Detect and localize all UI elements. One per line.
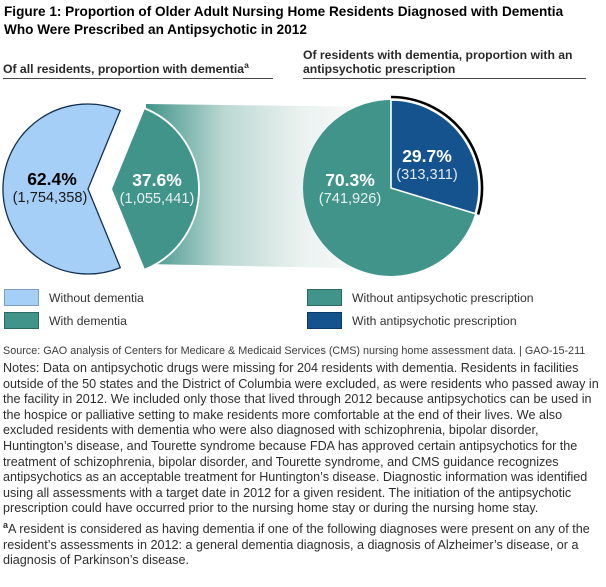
label-right-percent-with-antipsychotic: 29.7%	[402, 146, 452, 166]
wedge-arc-highlight	[144, 107, 200, 271]
legend-item-with-antipsychotic: With antipsychotic prescription	[307, 312, 534, 329]
label-left-percent-without-dementia: 62.4%	[27, 169, 77, 189]
left-panel-heading-label: Of all residents, proportion with dement…	[3, 61, 245, 76]
legend-label-with-dementia: With dementia	[49, 313, 127, 328]
left-panel-heading-text: Of all residents, proportion with dement…	[3, 59, 249, 76]
legend-label-with-antipsychotic: With antipsychotic prescription	[352, 313, 517, 328]
legend-left-pie: Without dementia With dementia	[4, 289, 144, 335]
legend-right-pie: Without antipsychotic prescription With …	[307, 289, 534, 335]
notes-paragraph: Notes: Data on antipsychotic drugs were …	[3, 361, 599, 516]
left-panel-footnote-marker: a	[244, 59, 249, 70]
legend-swatch-without-dementia	[4, 289, 39, 306]
figure-title: Figure 1: Proportion of Older Adult Nurs…	[4, 4, 564, 37]
label-left-count-with-dementia: (1,055,441)	[120, 191, 195, 207]
legend-item-without-dementia: Without dementia	[4, 289, 144, 306]
notes-block: Notes: Data on antipsychotic drugs were …	[3, 361, 604, 569]
pie-charts-canvas: 62.4% (1,754,358) 37.6% (1,055,441) 70.3…	[2, 95, 484, 276]
label-right-count-without-antipsychotic: (741,926)	[319, 191, 381, 207]
legend-swatch-with-dementia	[4, 312, 39, 329]
label-right-percent-without-antipsychotic: 70.3%	[325, 170, 375, 190]
legend-item-with-dementia: With dementia	[4, 312, 144, 329]
pie-left-slice-with-dementia	[112, 108, 200, 270]
legend-swatch-with-antipsychotic	[307, 312, 342, 329]
footnote-marker: a	[3, 519, 9, 530]
left-panel-heading: Of all residents, proportion with dement…	[3, 44, 273, 79]
source-line: Source: GAO analysis of Centers for Medi…	[3, 345, 586, 357]
legend-swatch-without-antipsychotic	[307, 289, 342, 306]
label-right-count-with-antipsychotic: (313,311)	[396, 167, 457, 183]
footnote-paragraph: aA resident is considered as having deme…	[3, 519, 604, 569]
label-left-count-without-dementia: (1,754,358)	[13, 190, 88, 206]
pie-left-slice-without-dementia	[2, 103, 121, 275]
legend-label-without-dementia: Without dementia	[49, 290, 144, 305]
legend-item-without-antipsychotic: Without antipsychotic prescription	[307, 289, 534, 306]
right-panel-heading: Of residents with dementia, proportion w…	[303, 44, 586, 79]
label-left-percent-with-dementia: 37.6%	[132, 170, 182, 190]
footnote-text: A resident is considered as having demen…	[3, 521, 590, 568]
right-panel-heading-text: Of residents with dementia, proportion w…	[303, 47, 573, 76]
pie-right-slice-with-antipsychotic	[390, 99, 480, 215]
right-pie-shadow-arc	[390, 95, 484, 215]
legend-label-without-antipsychotic: Without antipsychotic prescription	[352, 290, 534, 305]
